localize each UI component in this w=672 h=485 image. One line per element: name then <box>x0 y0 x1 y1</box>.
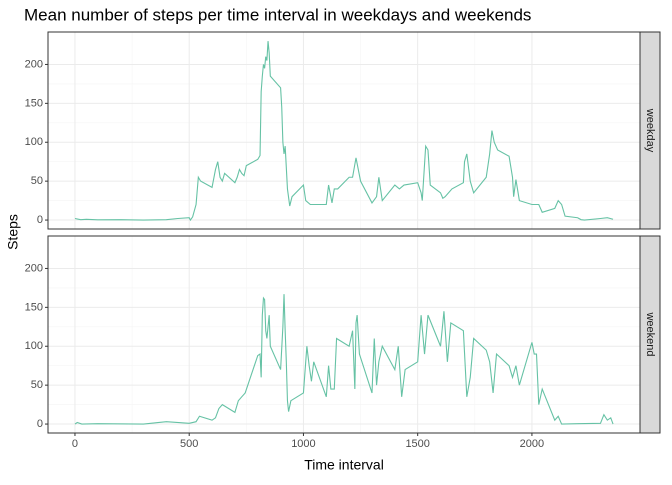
y-tick-label: 50 <box>31 379 43 391</box>
panel-background <box>48 32 640 229</box>
y-tick-label: 200 <box>25 262 43 274</box>
y-tick-label: 50 <box>31 175 43 187</box>
y-axis-label: Steps <box>5 214 21 250</box>
y-tick-label: 0 <box>37 418 43 430</box>
y-tick-label: 200 <box>25 58 43 70</box>
data-line <box>74 41 614 222</box>
chart-title: Mean number of steps per time interval i… <box>24 5 531 24</box>
facet-strip <box>639 31 661 230</box>
y-tick-label: 150 <box>25 97 43 109</box>
y-tick-label: 100 <box>25 136 43 148</box>
y-tick-label: 0 <box>37 214 43 226</box>
y-tick-label: 150 <box>25 301 43 313</box>
facet-label: weekend <box>644 311 656 356</box>
facet-strip <box>639 235 661 434</box>
x-tick-label: 0 <box>72 438 78 450</box>
data-line <box>74 294 614 425</box>
x-tick-label: 500 <box>180 438 198 450</box>
x-axis-label: Time interval <box>304 457 384 473</box>
panel-background <box>48 236 640 433</box>
x-tick-label: 1000 <box>291 438 315 450</box>
x-tick-label: 1500 <box>405 438 429 450</box>
facet-label: weekday <box>644 108 656 153</box>
x-tick-label: 2000 <box>520 438 544 450</box>
y-tick-label: 100 <box>25 340 43 352</box>
